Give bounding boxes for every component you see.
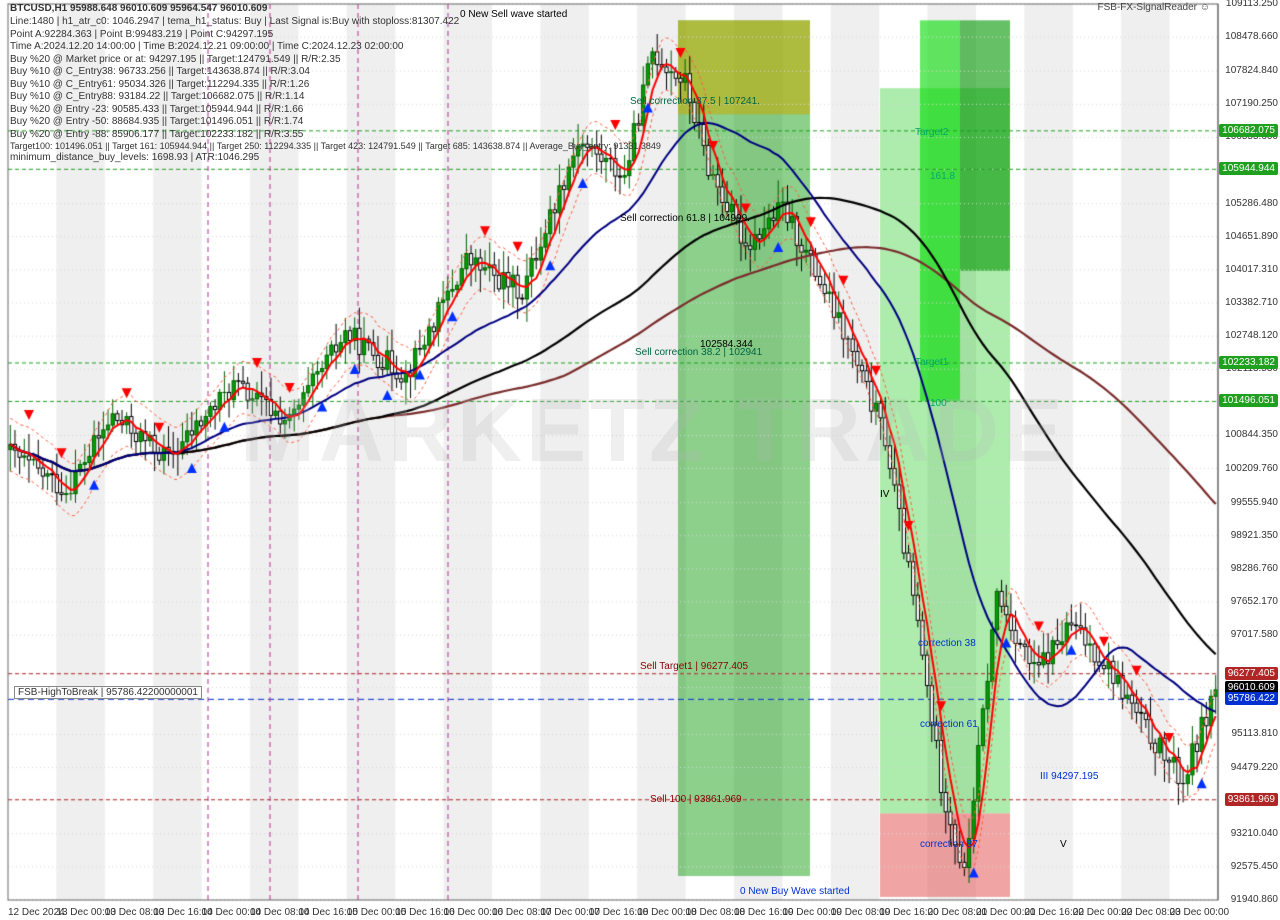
price-tag: 106682.075 xyxy=(1219,124,1278,137)
chart-container: MARKETZ TRADE BTCUSD,H1 95988.648 96010.… xyxy=(0,0,1280,920)
y-tick-label: 95113.810 xyxy=(1231,728,1278,739)
signal-reader-label: FSB-FX-SignalReader ☺ xyxy=(1098,2,1210,13)
y-tick-label: 98286.760 xyxy=(1231,563,1278,574)
y-tick-label: 92575.450 xyxy=(1231,861,1278,872)
price-tag: 105944.944 xyxy=(1219,162,1278,175)
y-tick-label: 100844.350 xyxy=(1225,429,1278,440)
y-tick-label: 108478.660 xyxy=(1225,31,1278,42)
y-tick-label: 98921.350 xyxy=(1231,530,1278,541)
price-tag: 101496.051 xyxy=(1219,394,1278,407)
y-tick-label: 102748.120 xyxy=(1225,330,1278,341)
price-tag: 96277.405 xyxy=(1225,667,1278,680)
y-tick-label: 99555.940 xyxy=(1231,497,1278,508)
y-tick-label: 94479.220 xyxy=(1231,762,1278,773)
y-tick-label: 109113.250 xyxy=(1226,0,1278,9)
price-chart-canvas[interactable] xyxy=(0,0,1280,920)
y-tick-label: 97017.580 xyxy=(1231,629,1278,640)
y-tick-label: 107190.250 xyxy=(1225,98,1278,109)
y-tick-label: 104651.890 xyxy=(1225,231,1278,242)
y-tick-label: 107824.840 xyxy=(1225,65,1278,76)
y-tick-label: 91940.860 xyxy=(1231,894,1278,905)
price-tag: 102233.182 xyxy=(1219,356,1278,369)
y-tick-label: 103382.710 xyxy=(1225,297,1278,308)
y-tick-label: 97652.170 xyxy=(1231,596,1278,607)
y-tick-label: 104017.310 xyxy=(1225,264,1278,275)
x-tick-label: 23 Dec 00:00 xyxy=(1170,907,1230,918)
price-tag: 93861.969 xyxy=(1225,793,1278,806)
y-tick-label: 100209.760 xyxy=(1225,463,1278,474)
y-tick-label: 93210.040 xyxy=(1231,828,1278,839)
price-tag: 95786.422 xyxy=(1225,692,1278,705)
y-tick-label: 105286.480 xyxy=(1225,198,1278,209)
